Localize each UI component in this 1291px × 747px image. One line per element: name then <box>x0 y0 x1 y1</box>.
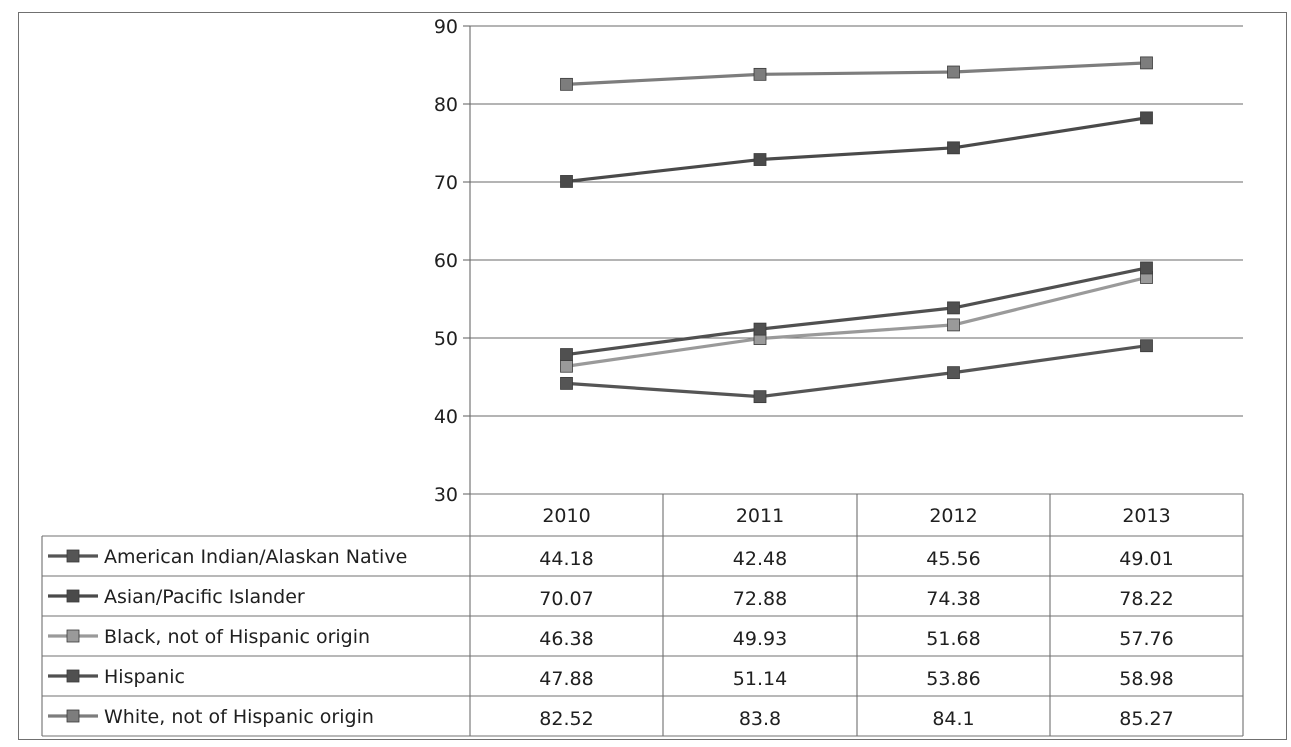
legend-key-marker <box>66 629 80 643</box>
series-line-0 <box>566 344 1147 399</box>
legend-label: Hispanic <box>104 666 185 688</box>
x-category-label: 2013 <box>1122 505 1170 527</box>
data-label: 42.48 <box>733 548 787 570</box>
x-category-label: 2012 <box>929 505 977 527</box>
series-4-point-3 <box>1140 56 1153 70</box>
data-label: 47.88 <box>539 668 593 690</box>
legend-key-marker <box>66 669 80 683</box>
y-tick-label: 40 <box>434 406 458 428</box>
series-line-1 <box>566 116 1147 184</box>
legend-label: Black, not of Hispanic origin <box>104 626 370 648</box>
y-axis: 30 40 50 60 70 80 90 <box>434 16 471 506</box>
series-2-point-2 <box>947 318 960 332</box>
series-line-3 <box>566 266 1147 357</box>
series-3-point-0 <box>560 348 573 361</box>
y-tick-label: 50 <box>434 328 458 350</box>
series-0-point-1 <box>753 390 767 404</box>
series-2-point-0 <box>560 359 573 373</box>
series-0-point-0 <box>560 376 573 390</box>
data-label: 51.14 <box>733 668 787 690</box>
series-0-point-2 <box>947 366 960 380</box>
grid-layer <box>470 25 1243 417</box>
series-1-point-3 <box>1140 111 1153 125</box>
series-3-point-2 <box>947 301 960 315</box>
series-4-point-0 <box>560 77 573 91</box>
legend-key-marker <box>66 589 80 603</box>
series-1-point-1 <box>753 153 767 166</box>
series-1-point-2 <box>947 141 960 155</box>
data-label: 53.86 <box>926 668 980 690</box>
data-label: 72.88 <box>733 588 787 610</box>
series-3-point-1 <box>753 322 767 336</box>
data-table: 2010 2011 2012 2013 American Indian/Alaskan … <box>41 493 1244 737</box>
data-label: 57.76 <box>1119 628 1173 650</box>
data-label: 58.98 <box>1119 668 1173 690</box>
series-4-point-2 <box>947 65 960 79</box>
data-label: 84.1 <box>932 708 974 730</box>
data-label: 45.56 <box>926 548 980 570</box>
chart-frame <box>18 12 1287 740</box>
y-tick-label: 30 <box>434 484 458 506</box>
legend-key-marker <box>66 709 80 723</box>
data-label: 70.07 <box>539 588 593 610</box>
series-line-2 <box>566 275 1147 368</box>
data-label: 44.18 <box>539 548 593 570</box>
y-tick-label: 90 <box>434 16 458 38</box>
series-layer <box>560 56 1153 404</box>
y-tick-label: 80 <box>434 94 458 116</box>
series-0-point-3 <box>1140 339 1153 353</box>
y-tick-label: 70 <box>434 172 458 194</box>
data-label: 82.52 <box>539 708 593 730</box>
series-3-point-3 <box>1140 261 1153 275</box>
legend-label: American Indian/Alaskan Native <box>104 546 407 568</box>
legend-label: Asian/Pacific Islander <box>104 586 305 608</box>
data-label: 51.68 <box>926 628 980 650</box>
legend-key-marker <box>66 549 80 563</box>
data-label: 78.22 <box>1119 588 1173 610</box>
data-label: 85.27 <box>1119 708 1173 730</box>
series-line-4 <box>566 61 1147 86</box>
data-label: 83.8 <box>739 708 781 730</box>
data-label: 74.38 <box>926 588 980 610</box>
x-category-label: 2010 <box>542 505 590 527</box>
x-category-label: 2011 <box>736 505 784 527</box>
data-label: 49.01 <box>1119 548 1173 570</box>
series-1-point-0 <box>560 175 573 188</box>
data-label: 46.38 <box>539 628 593 650</box>
series-4-point-1 <box>753 67 767 81</box>
legend-label: White, not of Hispanic origin <box>104 706 374 728</box>
y-tick-label: 60 <box>434 250 458 272</box>
data-label: 49.93 <box>733 628 787 650</box>
